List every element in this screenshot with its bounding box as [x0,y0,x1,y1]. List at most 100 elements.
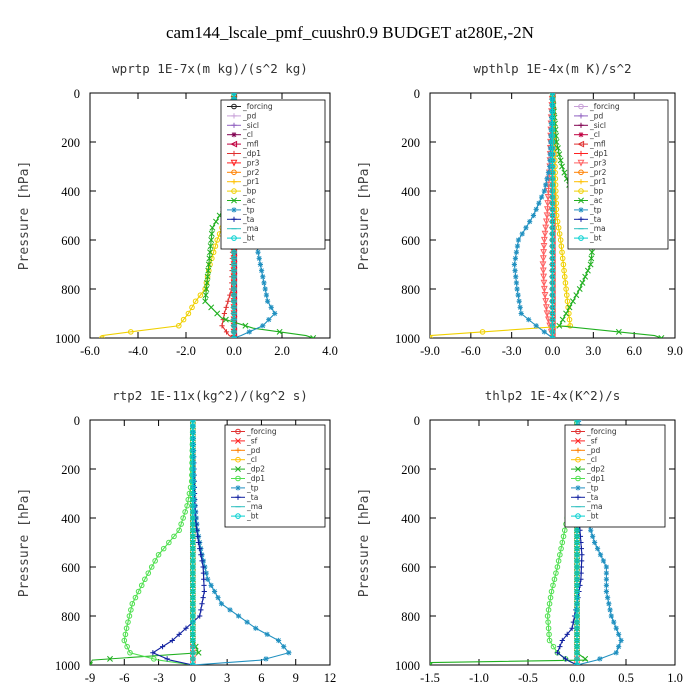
legend-marker [578,179,584,185]
legend-label: _ta [242,215,254,224]
y-tick-label: 200 [61,136,80,150]
data-point [176,527,182,534]
legend-item: _sicl [574,121,606,130]
legend-item: _bt [231,512,259,521]
legend-label: _forcing [246,427,277,436]
legend-item: _ta [574,215,601,224]
series-line [430,420,589,665]
series-bt [190,420,196,665]
data-point [574,551,580,558]
data-point [201,576,207,582]
legend-item: _pd [227,111,257,120]
chart-title: rtp2 1E-11x(kg^2)/(kg^2 s) [112,388,308,403]
y-tick-label: 200 [401,136,420,150]
legend-marker [235,466,241,473]
data-point [198,607,204,613]
y-tick-label: 0 [414,414,420,428]
data-point [208,582,214,588]
legend-label: _dp2 [586,465,605,474]
data-point [548,588,555,595]
data-point [180,316,187,323]
data-point [576,286,583,292]
data-point [549,218,556,225]
y-tick-label: 1000 [55,332,80,346]
data-point [573,292,580,299]
legend-label: _bt [586,512,599,521]
data-point [190,662,196,665]
data-point [551,576,558,583]
legend-label: _ac [242,196,255,205]
y-axis-label: Pressure [hPa] [17,161,32,271]
legend-marker [231,207,237,213]
legend-label: _pr1 [242,177,260,186]
data-point [231,93,237,96]
legend-item: _ma [571,502,603,511]
data-point [246,329,252,335]
data-point [190,564,196,570]
data-point [135,588,142,595]
legend-item: _pd [231,446,261,455]
data-point [579,558,585,564]
x-tick-label: 2.0 [274,344,290,358]
legend-label: _pr2 [242,168,260,177]
data-point [515,237,522,243]
legend-label: _pr3 [589,158,607,167]
legend: _forcing_sf_pd_cl_dp2_dp1_tp_ta_ma_bt [564,424,666,528]
data-point [190,435,196,442]
legend-label: _cl [589,130,600,139]
legend-label: _ma [586,502,603,511]
x-tick-label: -6.0 [461,344,481,358]
y-tick-label: 400 [401,512,420,526]
legend-label: _tp [586,483,599,492]
legend-item: _dp1 [571,474,605,483]
data-point [265,298,271,304]
data-point [561,273,568,280]
data-point [183,625,189,631]
data-point [253,625,259,631]
data-point [164,656,170,662]
data-point [527,219,533,225]
data-point [547,594,554,601]
data-point [544,176,550,182]
legend-label: _bp [242,187,257,196]
data-point [574,564,580,570]
legend-marker [578,122,584,128]
data-point [159,644,166,650]
data-point [549,304,556,311]
data-point [567,322,573,329]
data-point [99,335,105,338]
legend-label: _ta [589,215,601,224]
legend-label: _mfl [242,140,259,149]
data-point [559,255,566,262]
data-point [512,255,519,261]
data-point [574,533,580,540]
legend-label: _forcing [589,102,620,111]
legend-marker [235,456,241,463]
legend-marker [578,169,584,176]
data-point [588,255,595,262]
legend-marker [578,150,584,157]
data-point [266,317,272,323]
data-point [261,280,267,286]
legend-marker [578,197,584,204]
legend-item: _cl [571,455,597,464]
data-point [549,194,556,200]
x-tick-label: -6 [119,671,129,685]
x-tick-label: 6.0 [626,344,642,358]
legend-marker [230,140,238,148]
data-point [574,600,580,607]
legend-item: _pd [574,111,604,120]
data-point [231,335,237,338]
data-point [190,447,196,454]
data-point [549,273,556,280]
y-tick-label: 0 [414,87,420,101]
series-dp2 [430,420,589,665]
data-point [546,637,553,644]
data-point [542,298,550,305]
data-point [561,527,568,534]
legend-box [220,99,326,250]
data-point [286,650,292,656]
data-point [564,631,570,637]
data-point [582,655,589,662]
